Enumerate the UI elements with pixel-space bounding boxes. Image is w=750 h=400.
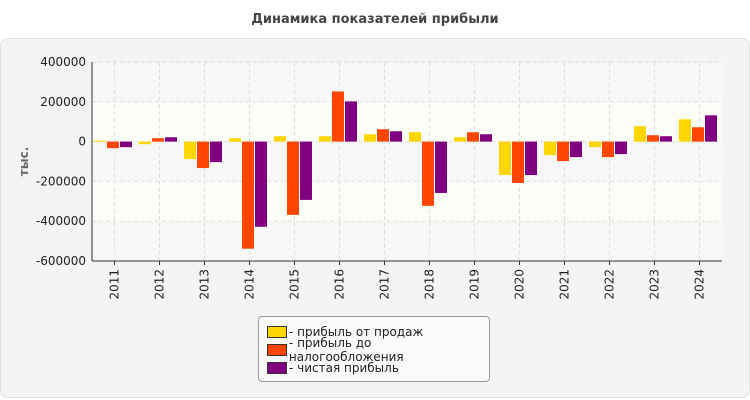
- legend-item: - чистая прибыль: [267, 359, 489, 377]
- x-tick-label: 2023: [648, 269, 662, 300]
- bar: [300, 141, 312, 200]
- bar: [139, 141, 151, 145]
- plot-band: [92, 101, 722, 142]
- bar: [255, 141, 267, 227]
- bar: [557, 141, 569, 162]
- legend-swatch: [267, 326, 287, 338]
- bar: [152, 138, 164, 142]
- x-tick-label: 2013: [198, 269, 212, 300]
- bar: [184, 141, 196, 160]
- x-tick-label: 2015: [288, 269, 302, 300]
- y-tick-label: 200000: [40, 95, 86, 109]
- legend-swatch: [267, 344, 287, 356]
- chart-title: Динамика показателей прибыли: [251, 12, 499, 27]
- legend-label: - прибыль до налогообложения: [288, 336, 404, 364]
- x-tick-label: 2024: [693, 269, 707, 300]
- legend-item: - прибыль до налогообложения: [267, 336, 489, 364]
- x-tick-label: 2011: [108, 269, 122, 300]
- x-tick-label: 2022: [603, 269, 617, 300]
- bar: [525, 141, 537, 176]
- bar: [692, 127, 704, 142]
- bar: [364, 134, 376, 142]
- y-tick-label: -600000: [36, 254, 86, 268]
- bar: [229, 138, 241, 142]
- bar: [705, 115, 717, 142]
- bar: [512, 141, 524, 183]
- bar: [377, 129, 389, 142]
- x-tick-label: 2012: [153, 269, 167, 300]
- x-tick-label: 2017: [378, 269, 392, 300]
- bar: [647, 135, 659, 142]
- bar: [319, 136, 331, 142]
- legend-label: - чистая прибыль: [289, 361, 399, 375]
- bar: [94, 140, 106, 142]
- bar: [634, 126, 646, 142]
- bar: [589, 141, 601, 148]
- bar: [499, 141, 511, 176]
- bar: [120, 141, 132, 148]
- bar: [679, 119, 691, 142]
- y-tick-label: -400000: [36, 214, 86, 228]
- x-tick-label: 2018: [423, 269, 437, 300]
- y-tick-label: 400000: [40, 55, 86, 69]
- x-tick-label: 2020: [513, 269, 527, 300]
- bar: [107, 141, 119, 149]
- legend-label: - прибыль от продаж: [289, 325, 424, 339]
- legend: - прибыль от продаж - прибыль до налогооб…: [258, 316, 490, 382]
- bar: [570, 141, 582, 158]
- bar: [287, 141, 299, 215]
- bar: [480, 134, 492, 142]
- bar: [409, 132, 421, 142]
- bar: [602, 141, 614, 158]
- x-tick-label: 2021: [558, 269, 572, 300]
- bar: [615, 141, 627, 155]
- bar: [422, 141, 434, 206]
- bar: [544, 141, 556, 156]
- bar: [274, 136, 286, 142]
- bar: [390, 131, 402, 142]
- bar: [660, 136, 672, 142]
- bar: [165, 137, 177, 142]
- x-tick-label: 2016: [333, 269, 347, 300]
- y-tick-label: -200000: [36, 174, 86, 188]
- plot-band: [92, 181, 722, 222]
- bar: [332, 91, 344, 142]
- bar: [345, 101, 357, 142]
- bar: [210, 141, 222, 163]
- y-tick-label: 0: [78, 135, 86, 149]
- x-tick-label: 2019: [468, 269, 482, 300]
- y-axis-label: тыс.: [17, 147, 31, 176]
- bar: [454, 137, 466, 142]
- x-tick-label: 2014: [243, 269, 257, 300]
- bar: [467, 132, 479, 142]
- bar: [435, 141, 447, 193]
- legend-swatch: [267, 362, 287, 374]
- bar: [197, 141, 209, 169]
- bar: [242, 141, 254, 249]
- plot-area: [92, 62, 722, 261]
- legend-item: - прибыль от продаж: [267, 323, 489, 341]
